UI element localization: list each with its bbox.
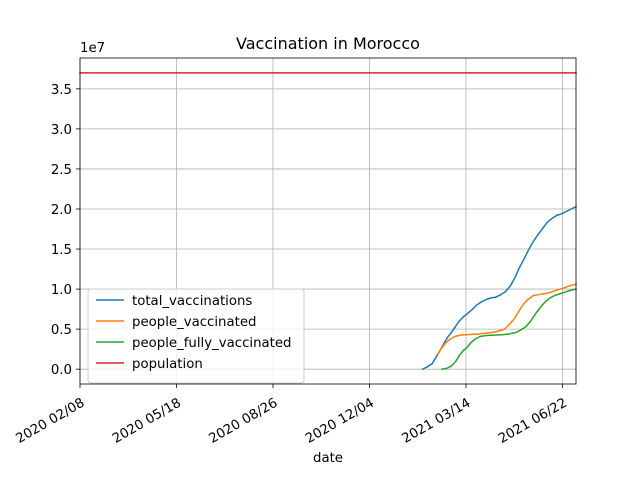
legend-label: population <box>132 357 203 372</box>
legend-box <box>87 288 305 384</box>
y-tick-label: 3.5 <box>51 83 72 98</box>
series-line-people-fully-vaccinated <box>441 288 577 371</box>
legend-label: people_vaccinated <box>132 315 256 330</box>
legend-label: total_vaccinations <box>132 294 252 309</box>
axes <box>79 57 577 385</box>
y-offset-label: 1e7 <box>80 41 105 56</box>
x-axis-label: date <box>313 451 343 466</box>
y-tick-label: 1.0 <box>51 283 72 298</box>
legend-label: people_fully_vaccinated <box>132 336 291 351</box>
y-tick-label: 0.0 <box>51 363 72 378</box>
series-line-people-vaccinated <box>435 283 577 356</box>
y-tick-label: 2.5 <box>51 163 72 178</box>
chart-title: Vaccination in Morocco <box>236 34 420 53</box>
y-tick-label: 2.0 <box>51 203 72 218</box>
plot-frame <box>79 57 577 385</box>
y-tick-label: 3.0 <box>51 123 72 138</box>
y-tick-label: 0.5 <box>51 323 72 338</box>
y-tick-label: 1.5 <box>51 243 72 258</box>
series-lines <box>79 72 578 371</box>
legend: total_vaccinations people_vaccinatedpeopl… <box>87 288 305 384</box>
series-line-total-vaccinations <box>421 205 578 371</box>
